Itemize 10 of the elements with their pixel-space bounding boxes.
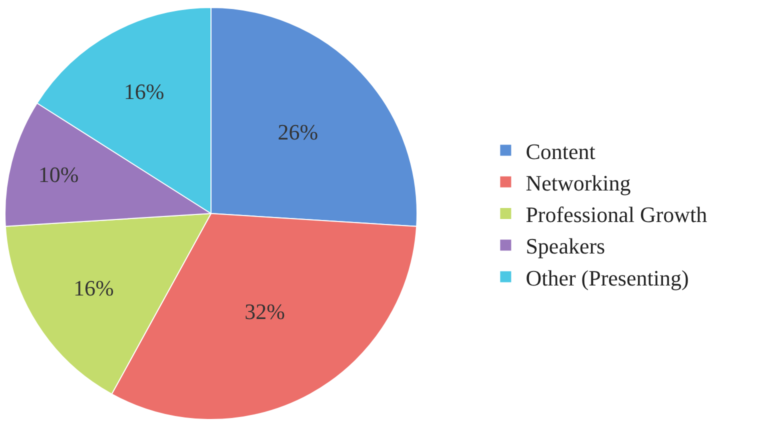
data-label: 16% (124, 79, 164, 104)
data-label: 10% (38, 162, 79, 187)
legend-label: Professional Growth (526, 202, 708, 228)
data-label: 32% (244, 298, 285, 324)
data-label: 16% (73, 275, 114, 300)
legend-label: Content (526, 138, 596, 164)
legend-label: Networking (526, 170, 631, 196)
data-label: 26% (278, 119, 318, 144)
legend-label: Other (Presenting) (526, 265, 689, 290)
legend-label: Speakers (526, 234, 606, 259)
